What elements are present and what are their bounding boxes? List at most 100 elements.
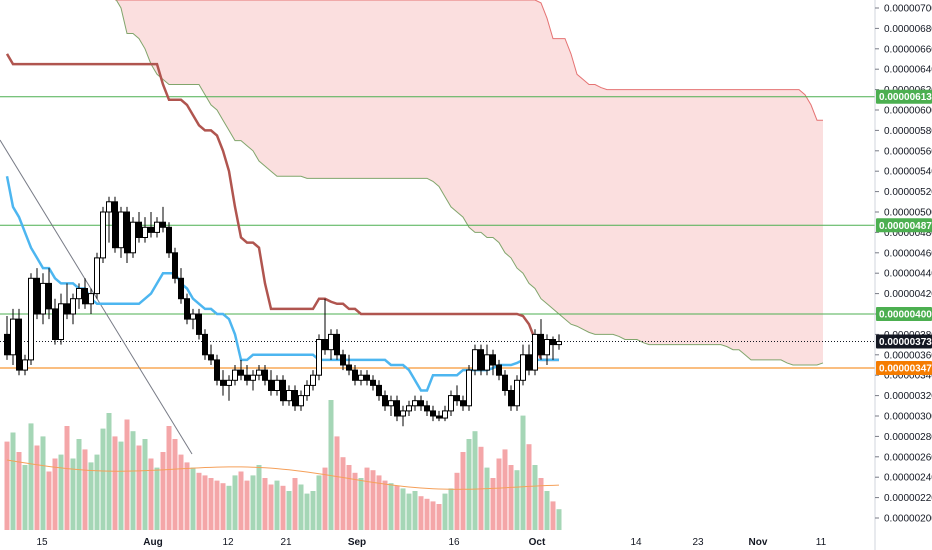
candle-body [472, 349, 478, 371]
price-tick-label: 0.00000240 [884, 473, 932, 484]
volume-bar [148, 458, 154, 530]
volume-bar [322, 467, 328, 530]
price-badge [876, 334, 932, 349]
candle-body [100, 211, 106, 259]
candle-body [70, 298, 76, 315]
price-axis[interactable]: 0.00000700 0.00000680 0.00000660 0.00000640… [875, 4, 932, 525]
volume-bar [310, 491, 316, 530]
price-tick-label: 0.00000680 [884, 24, 932, 35]
volume-bar [538, 478, 544, 530]
time-axis[interactable]: 15 Aug 12 21 Sep 16 Oct 14 23 Nov 11 [36, 537, 826, 548]
price-badge [876, 218, 932, 233]
volume-bar [4, 441, 10, 530]
volume-bar [556, 509, 562, 530]
trend-line[interactable] [0, 139, 193, 455]
time-tick-label: 12 [222, 537, 234, 548]
price-tick-label: 0.00000580 [884, 126, 932, 137]
candle-body [526, 354, 532, 371]
price-badges: 0.00000613 0.00000487 0.00000400 0.00000347… [876, 89, 932, 376]
horizontal-levels [0, 96, 875, 369]
candle-body [556, 341, 562, 346]
candle-body [436, 415, 442, 419]
candle-body [544, 339, 550, 356]
candle-body [184, 298, 190, 320]
candle-body [226, 379, 232, 386]
volume-bar [64, 426, 70, 530]
candle-body [460, 400, 466, 407]
volume-bar [490, 478, 496, 530]
candle-body [160, 221, 166, 228]
candle-body [94, 257, 100, 295]
candle-body [382, 395, 388, 407]
price-tick-label: 0.00000660 [884, 44, 932, 55]
volume-bar [28, 423, 34, 530]
volume-bar [376, 475, 382, 530]
volume-bar [232, 475, 238, 530]
volume-bar [160, 452, 166, 530]
cloud-upper-span [115, 0, 823, 121]
candle-body [88, 293, 94, 305]
candle-body [406, 405, 412, 412]
volume-bar [184, 462, 190, 530]
volume-bar [544, 491, 550, 530]
volume-bar [316, 475, 322, 530]
volume-bar [274, 480, 280, 530]
volume-bar [70, 458, 76, 530]
volume-bar [496, 458, 502, 530]
time-tick-label: Oct [529, 537, 546, 548]
candle-body [76, 288, 82, 300]
volume-bar [346, 465, 352, 530]
candle-body [154, 221, 160, 233]
volume-bar [334, 436, 340, 530]
volume-bar [352, 472, 358, 530]
candle-body [220, 379, 226, 386]
candle-body [22, 359, 28, 371]
price-tick-label: 0.00000260 [884, 452, 932, 463]
candle-body [178, 277, 184, 300]
candle-body [148, 226, 154, 233]
candle-body [364, 374, 370, 381]
cloud-lower-span [115, 0, 824, 366]
candle-body [10, 318, 16, 356]
kijun-line [5, 53, 559, 362]
volume-bar [130, 431, 136, 530]
candle-body [166, 226, 172, 254]
volume-bar [226, 485, 232, 530]
candle-body [514, 379, 520, 407]
price-tick-label: 0.00000500 [884, 208, 932, 219]
volume-bar [304, 493, 310, 530]
candle-body [34, 277, 40, 315]
candle-body [370, 379, 376, 386]
volume-bar [100, 428, 106, 530]
volume-bar [166, 426, 172, 530]
price-tick-label: 0.00000340 [884, 371, 932, 382]
candle-body [286, 390, 292, 402]
candle-body [442, 410, 448, 419]
volume-bar [454, 472, 460, 530]
time-tick-label: Nov [749, 537, 768, 548]
price-badge-label: 0.00000487 [879, 221, 932, 232]
price-tick-label: 0.00000200 [884, 514, 932, 525]
volume-bar [142, 439, 148, 530]
candle-body [520, 354, 526, 381]
candle-body [106, 201, 112, 213]
volume-bar [424, 498, 430, 530]
candle-body [292, 390, 298, 407]
candle-body [262, 369, 268, 381]
volume-bar [178, 454, 184, 530]
price-tick-label: 0.00000280 [884, 432, 932, 443]
volume-bar [202, 475, 208, 530]
candle-body [418, 400, 424, 407]
candle-body [232, 369, 238, 381]
price-tick-label: 0.00000520 [884, 187, 932, 198]
candle-body [82, 288, 88, 305]
ichimoku-cloud [115, 0, 824, 366]
volume-bar [520, 415, 526, 530]
candle-body [238, 369, 244, 376]
volume-bar [418, 496, 424, 530]
volume-bar [244, 480, 250, 530]
candle-body [124, 211, 130, 254]
price-tick-label: 0.00000540 [884, 167, 932, 178]
candle-body [322, 339, 328, 351]
